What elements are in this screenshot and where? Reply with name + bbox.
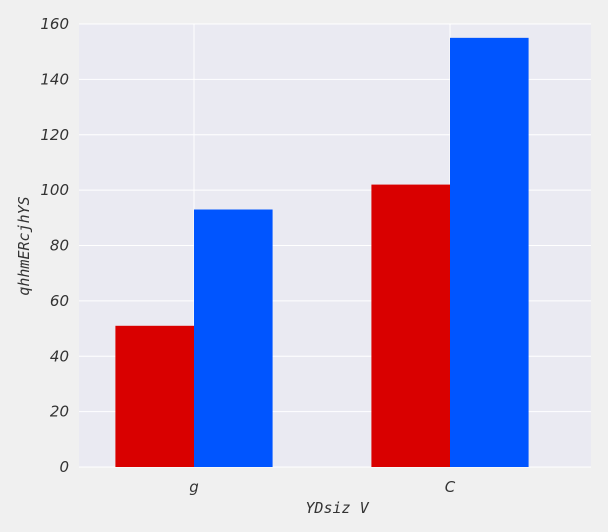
- y-axis-label: qhhmERcjhYS: [15, 196, 33, 295]
- bar-C-series-2: [450, 37, 529, 467]
- x-tick-label: g: [189, 478, 199, 496]
- bar-g-series-1: [115, 325, 194, 467]
- y-tick-label: 160: [40, 15, 69, 33]
- y-tick-label: 100: [40, 181, 69, 199]
- y-tick-labels: 0 20 40 60 80 100 120 140 160: [40, 15, 69, 476]
- y-tick-label: 0: [59, 458, 69, 476]
- y-tick-label: 120: [40, 126, 69, 144]
- bar-C-series-1: [371, 184, 450, 467]
- bars: [115, 37, 529, 467]
- y-tick-label: 20: [50, 403, 69, 421]
- y-tick-label: 40: [50, 347, 69, 365]
- y-tick-label: 80: [50, 237, 69, 255]
- x-axis-label: YDsiz V: [305, 499, 369, 517]
- x-tick-label: C: [445, 478, 456, 496]
- y-tick-label: 140: [40, 70, 69, 88]
- y-tick-label: 60: [50, 292, 69, 310]
- bar-g-series-2: [194, 209, 273, 467]
